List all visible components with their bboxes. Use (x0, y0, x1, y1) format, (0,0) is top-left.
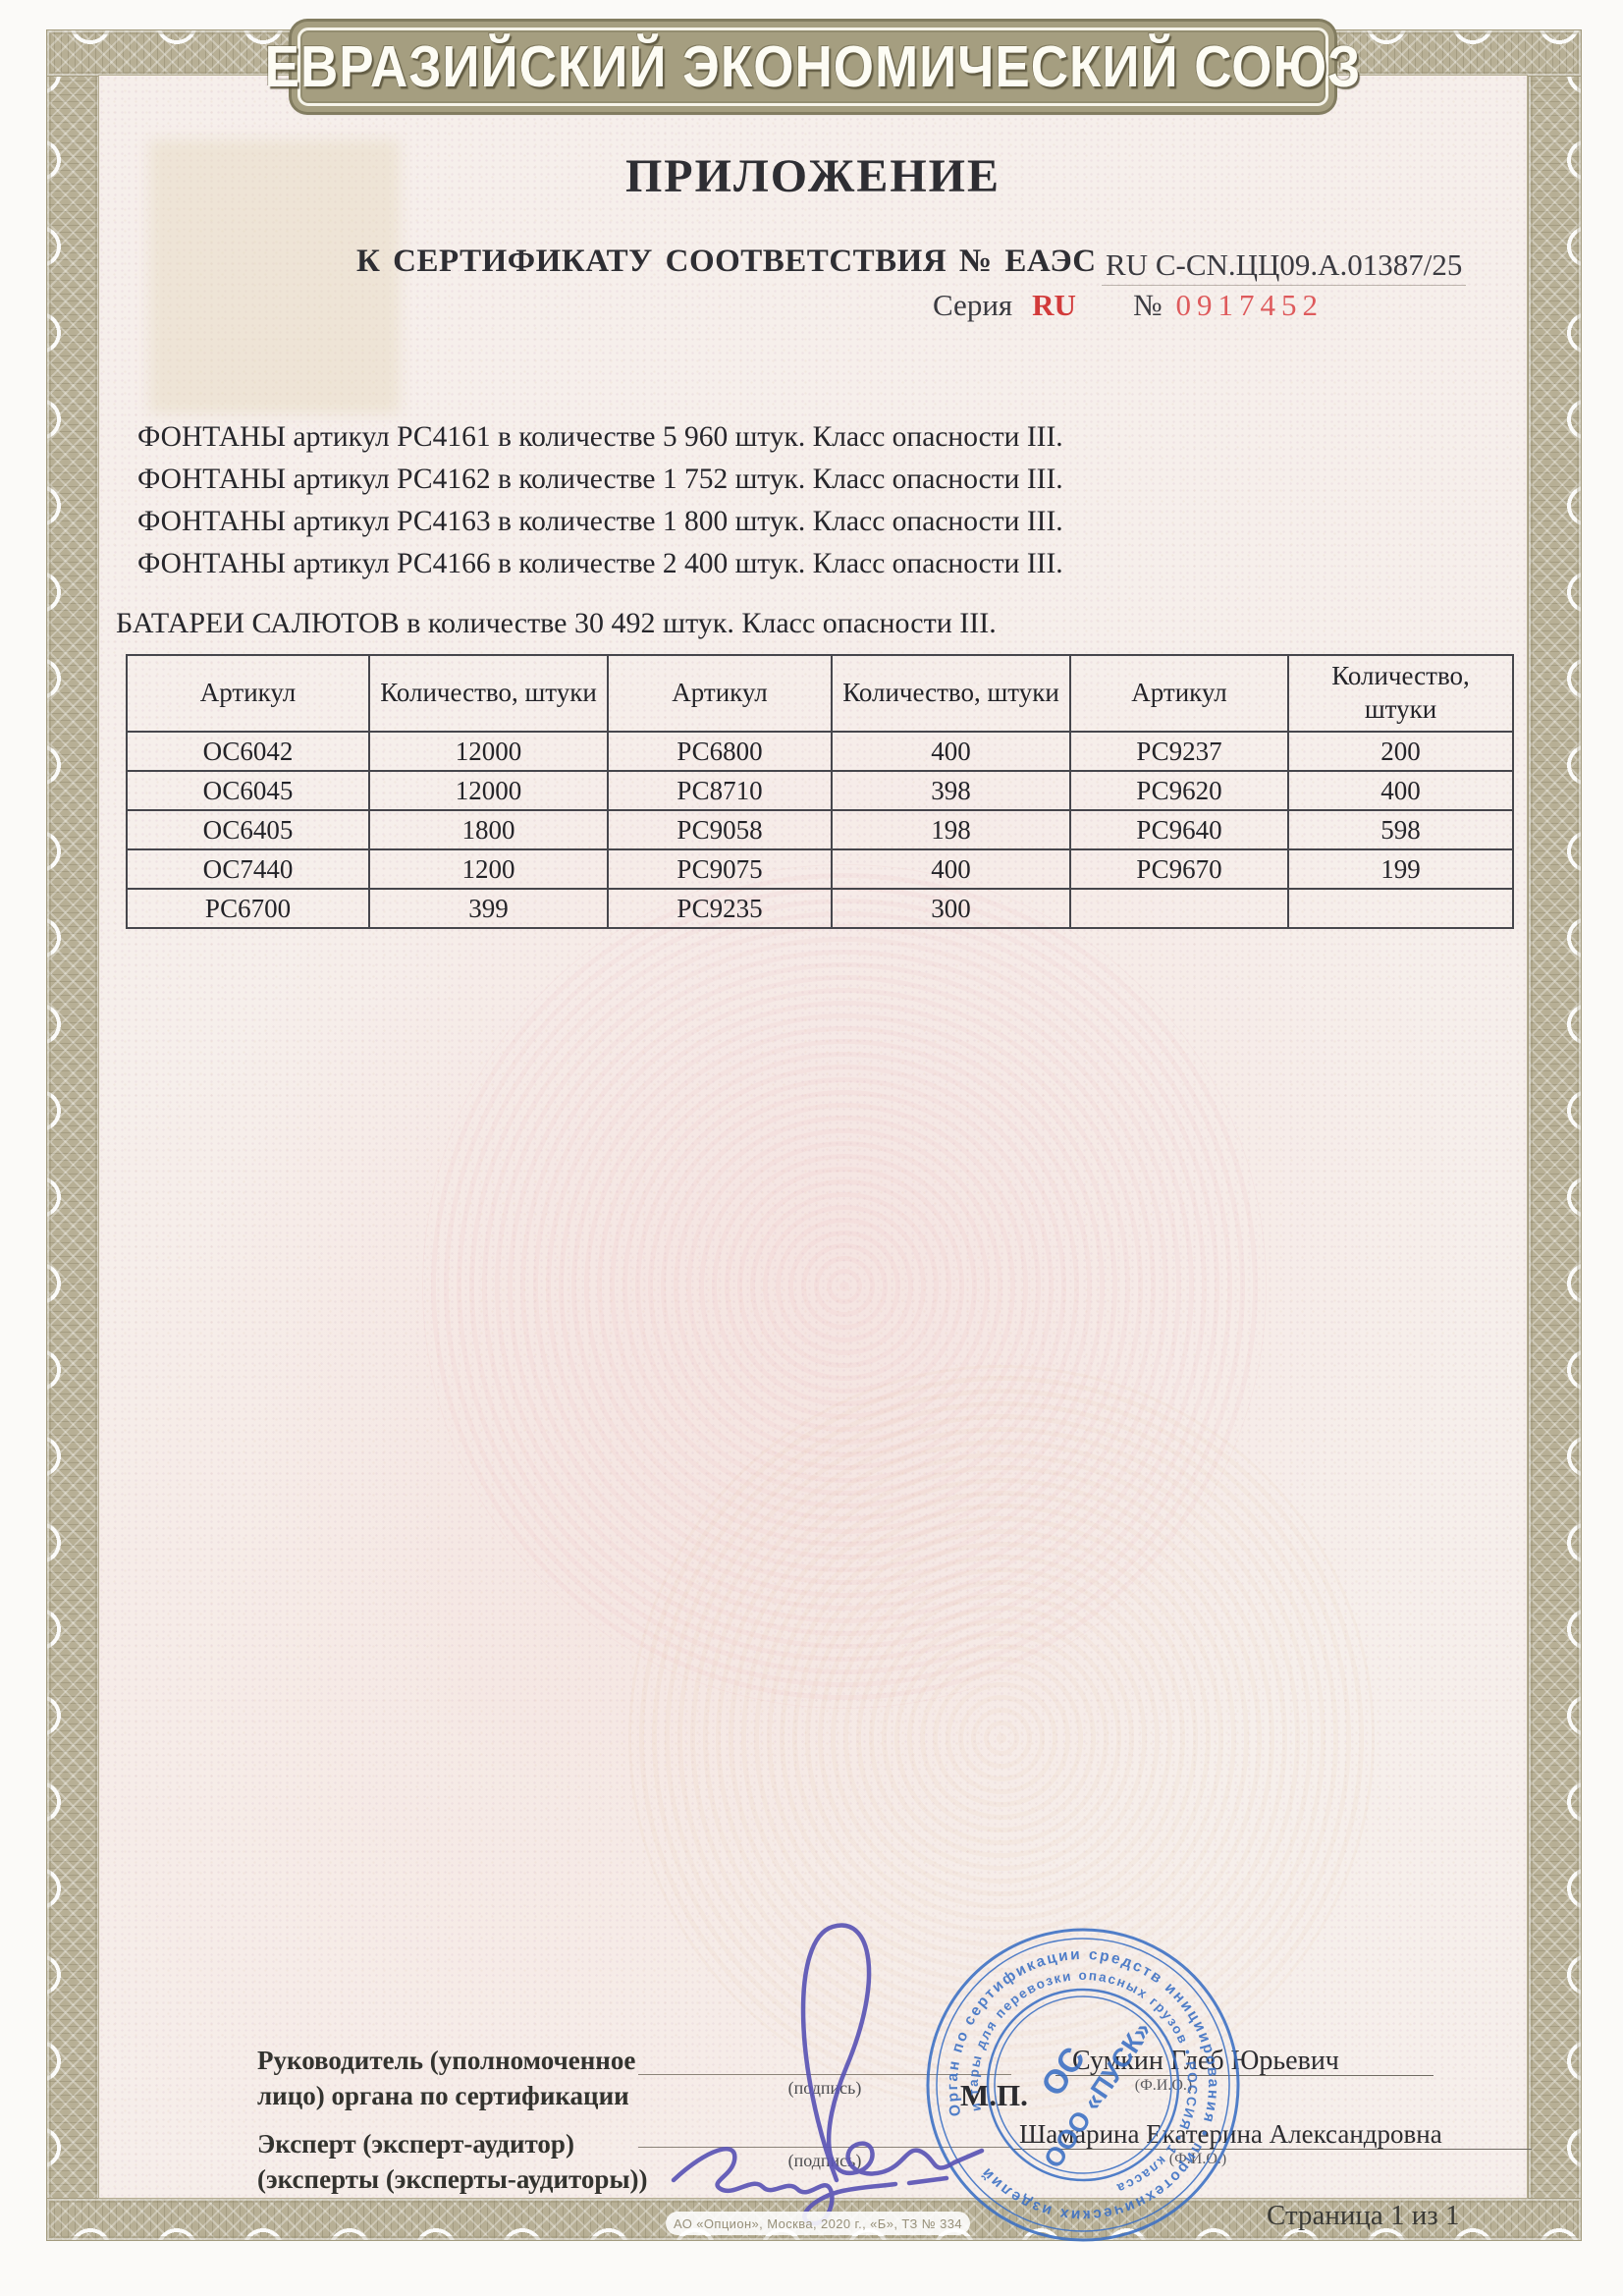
expert-signature-stroke (671, 2146, 949, 2226)
batteries-line: БАТАРЕИ САЛЮТОВ в количестве 30 492 штук… (116, 607, 997, 639)
col-header: Артикул (1069, 654, 1289, 733)
cell-qty: 12000 (368, 770, 609, 811)
watermark-square (149, 139, 400, 414)
border-left (46, 29, 100, 2241)
cell-article (1069, 888, 1289, 929)
cell-article: ОС6045 (126, 770, 370, 811)
cell-article: РС9058 (607, 809, 833, 850)
expert-role-label: Эксперт (эксперт-аудитор) (эксперты (экс… (257, 2126, 729, 2197)
fountains-list: ФОНТАНЫ артикул РС4161 в количестве 5 96… (137, 416, 1063, 585)
cell-qty: 598 (1287, 809, 1514, 850)
handwritten-signatures (671, 1923, 985, 2226)
series-value: RU (1032, 288, 1076, 322)
col-header: Артикул (607, 654, 833, 733)
col-header: Количество, штуки (368, 654, 609, 733)
cell-qty: 198 (831, 809, 1071, 850)
table-row: ОС7440 1200 РС9075 400 РС9670 199 (126, 848, 1514, 890)
signature-caption: (подпись) (787, 2078, 862, 2098)
cell-article: ОС7440 (126, 848, 370, 890)
number-sign: № (1132, 288, 1163, 322)
cell-qty (1287, 888, 1514, 929)
certificate-number: RU C-CN.ЦЦ09.А.01387/25 (1102, 247, 1467, 286)
signature-line-head (638, 2074, 1011, 2075)
cell-article: РС9640 (1069, 809, 1289, 850)
fountains-line: ФОНТАНЫ артикул РС4161 в количестве 5 96… (137, 421, 1063, 453)
cell-article: РС9075 (607, 848, 833, 890)
cell-article: РС9670 (1069, 848, 1289, 890)
fountains-line: ФОНТАНЫ артикул РС4163 в количестве 1 80… (137, 506, 1063, 537)
banner-frame (298, 27, 1328, 106)
cell-qty: 199 (1287, 848, 1514, 890)
head-role-label: Руководитель (уполномоченное лицо) орган… (257, 2046, 636, 2110)
cell-qty: 400 (831, 848, 1071, 890)
cell-qty: 12000 (368, 731, 609, 772)
cell-article: ОС6042 (126, 731, 370, 772)
fountains-line: ФОНТАНЫ артикул РС4166 в количестве 2 40… (137, 548, 1063, 579)
signature-caption: (подпись) (787, 2151, 862, 2170)
col-header: Артикул (126, 654, 370, 733)
cell-qty: 398 (831, 770, 1071, 811)
document-title: ПРИЛОЖЕНИЕ (624, 150, 1001, 202)
col-header: Количество, штуки (831, 654, 1071, 733)
table-row: ОС6045 12000 РС8710 398 РС9620 400 (126, 770, 1514, 811)
table-header-row: Артикул Количество, штуки Артикул Количе… (126, 654, 1514, 733)
cell-article: РС8710 (607, 770, 833, 811)
quantities-table: Артикул Количество, штуки Артикул Количе… (126, 654, 1514, 929)
table-row: РС6700 399 РС9235 300 (126, 888, 1514, 929)
border-right (1528, 29, 1582, 2241)
page-counter: Страница 1 из 1 (1267, 2200, 1460, 2231)
table-row: ОС6405 1800 РС9058 198 РС9640 598 (126, 809, 1514, 850)
head-signature-stroke (800, 1923, 985, 2183)
cell-qty: 400 (1287, 770, 1514, 811)
name-line (1011, 2149, 1532, 2150)
cell-qty: 1800 (368, 809, 609, 850)
printer-imprint: АО «Опцион», Москва, 2020 г., «Б», ТЗ № … (666, 2212, 970, 2235)
cell-qty: 1200 (368, 848, 609, 890)
cell-article: РС9620 (1069, 770, 1289, 811)
cell-article: РС9237 (1069, 731, 1289, 772)
cell-qty: 399 (368, 888, 609, 929)
series-label: Серия (933, 288, 1013, 322)
banner-title: ЕВРАЗИЙСКИЙ ЭКОНОМИЧЕСКИЙ СОЮЗ (264, 33, 1362, 100)
expert-role-line1: Эксперт (эксперт-аудитор) (257, 2129, 574, 2159)
eaeu-banner: ЕВРАЗИЙСКИЙ ЭКОНОМИЧЕСКИЙ СОЮЗ (265, 22, 1360, 112)
series-line: Серия RU № 0917452 (933, 288, 1324, 323)
fountains-line: ФОНТАНЫ артикул РС4162 в количестве 1 75… (137, 464, 1063, 495)
cell-qty: 300 (831, 888, 1071, 929)
expert-role-line2: (эксперты (эксперты-аудиторы)) (257, 2164, 648, 2194)
certification-stamp: Орган по сертификации средств инициирова… (915, 1917, 1251, 2253)
cell-article: ОС6405 (126, 809, 370, 850)
head-name: Сумкин Глеб Юрьевич (1072, 2046, 1339, 2076)
name-line (1055, 2075, 1434, 2076)
cell-article: РС6700 (126, 888, 370, 929)
col-header: Количество, штуки (1287, 654, 1514, 733)
table-row: ОС6042 12000 РС6800 400 РС9237 200 (126, 731, 1514, 772)
cell-article: РС9235 (607, 888, 833, 929)
cell-article: РС6800 (607, 731, 833, 772)
cell-qty: 400 (831, 731, 1071, 772)
cell-qty: 200 (1287, 731, 1514, 772)
blank-number: 0917452 (1175, 288, 1325, 322)
page-texture (98, 75, 1528, 2199)
certificate-label: К СЕРТИФИКАТУ СООТВЕТСТВИЯ № ЕАЭС (356, 244, 1097, 279)
